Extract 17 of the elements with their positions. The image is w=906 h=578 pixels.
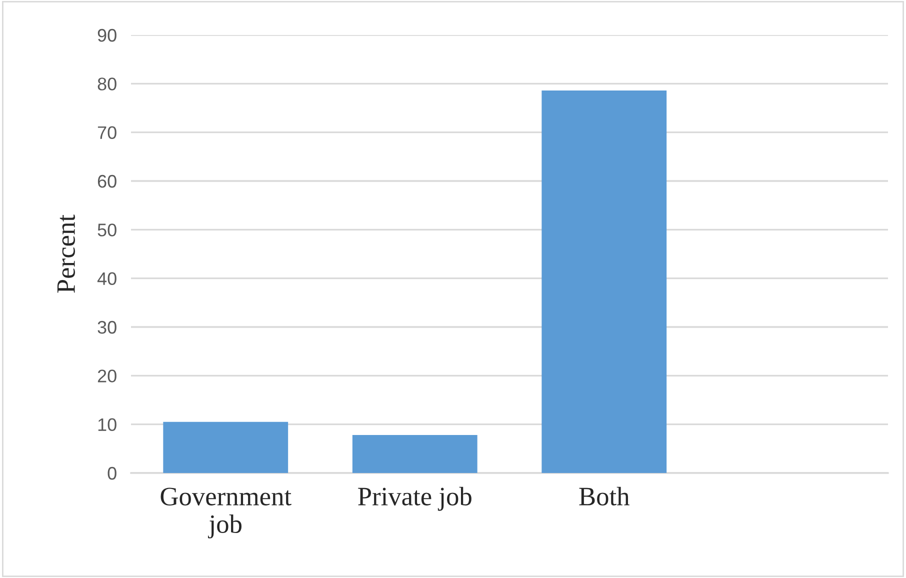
x-tick-label: Both — [579, 486, 630, 506]
bar — [163, 422, 288, 473]
y-axis-title: Percent — [57, 214, 76, 293]
y-tick-label: 40 — [97, 272, 116, 286]
y-tick-label: 0 — [108, 466, 116, 480]
y-tick-label: 70 — [98, 126, 116, 140]
y-tick-label: 80 — [98, 78, 116, 90]
x-tick-label: Government job — [160, 488, 292, 538]
y-tick-label: 10 — [98, 418, 116, 432]
y-tick-label: 20 — [98, 370, 116, 382]
y-tick-label: 50 — [98, 224, 116, 236]
bar — [542, 90, 667, 473]
x-tick-label: Private job — [358, 486, 472, 511]
y-tick-label: 90 — [98, 28, 116, 42]
y-tick-label: 60 — [98, 174, 116, 188]
y-tick-label: 30 — [98, 320, 116, 334]
bar — [352, 435, 478, 473]
